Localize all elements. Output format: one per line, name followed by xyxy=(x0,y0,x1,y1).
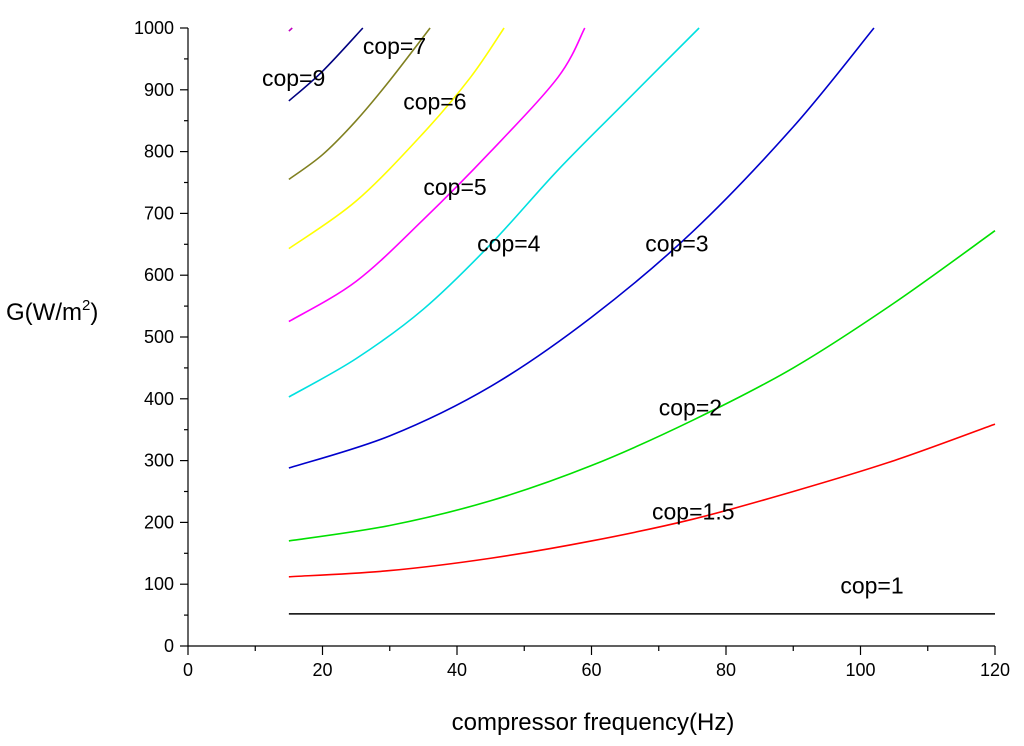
series-line-cop-6 xyxy=(288,27,505,250)
y-axis-title-base: G(W/m xyxy=(6,299,82,326)
curve-label-cop-7: cop=7 xyxy=(363,33,426,59)
series-line-cop-10 xyxy=(288,27,293,32)
y-tick-label: 300 xyxy=(144,451,174,471)
series-line-cop-7 xyxy=(288,27,431,181)
x-tick-label: 40 xyxy=(447,660,467,680)
x-axis-title: compressor frequency(Hz) xyxy=(452,709,735,736)
x-tick-label: 120 xyxy=(980,660,1010,680)
curve-label-cop-1-5: cop=1.5 xyxy=(652,498,735,524)
y-axis-title-superscript: 2 xyxy=(82,297,90,314)
curve-label-cop-1: cop=1 xyxy=(840,572,903,598)
curve-label-cop-4: cop=4 xyxy=(477,231,541,257)
curve-label-cop-2: cop=2 xyxy=(659,394,722,420)
series-line-cop-5 xyxy=(288,27,586,323)
x-tick-label: 100 xyxy=(845,660,875,680)
axes: 0 20 40 60 80 100 120 0 100 200 300 400 500 600 700 800… xyxy=(134,18,1010,680)
y-axis-title-tail: ) xyxy=(90,299,98,326)
curve-label-cop-3: cop=3 xyxy=(645,231,708,257)
curve-labels: cop=1 cop=1.5 cop=2 cop=3 cop=4 cop=5 cop=6 cop… xyxy=(262,33,904,599)
y-tick-label: 900 xyxy=(144,80,174,100)
curve-label-cop-6: cop=6 xyxy=(403,89,466,115)
y-tick-label: 800 xyxy=(144,142,174,162)
y-axis-title: G(W/m2) xyxy=(6,297,98,326)
series-line-cop-4 xyxy=(288,27,700,398)
series-lines xyxy=(288,27,996,615)
curve-label-cop-9: cop=9 xyxy=(262,65,325,91)
x-tick-label: 80 xyxy=(716,660,736,680)
series-line-cop-3 xyxy=(288,27,875,469)
series-line-cop-9 xyxy=(288,27,364,102)
x-tick-label: 0 xyxy=(183,660,193,680)
y-tick-label: 200 xyxy=(144,512,174,532)
series-line-cop-1-5 xyxy=(288,423,996,578)
x-tick-label: 60 xyxy=(581,660,601,680)
y-tick-label: 600 xyxy=(144,265,174,285)
y-tick-label: 400 xyxy=(144,389,174,409)
y-tick-label: 700 xyxy=(144,203,174,223)
x-tick-label: 20 xyxy=(312,660,332,680)
series-line-cop-2 xyxy=(288,230,996,542)
y-tick-label: 100 xyxy=(144,574,174,594)
y-tick-label: 0 xyxy=(164,636,174,656)
y-tick-label: 1000 xyxy=(134,18,174,38)
curve-label-cop-5: cop=5 xyxy=(423,174,486,200)
y-tick-label: 500 xyxy=(144,327,174,347)
